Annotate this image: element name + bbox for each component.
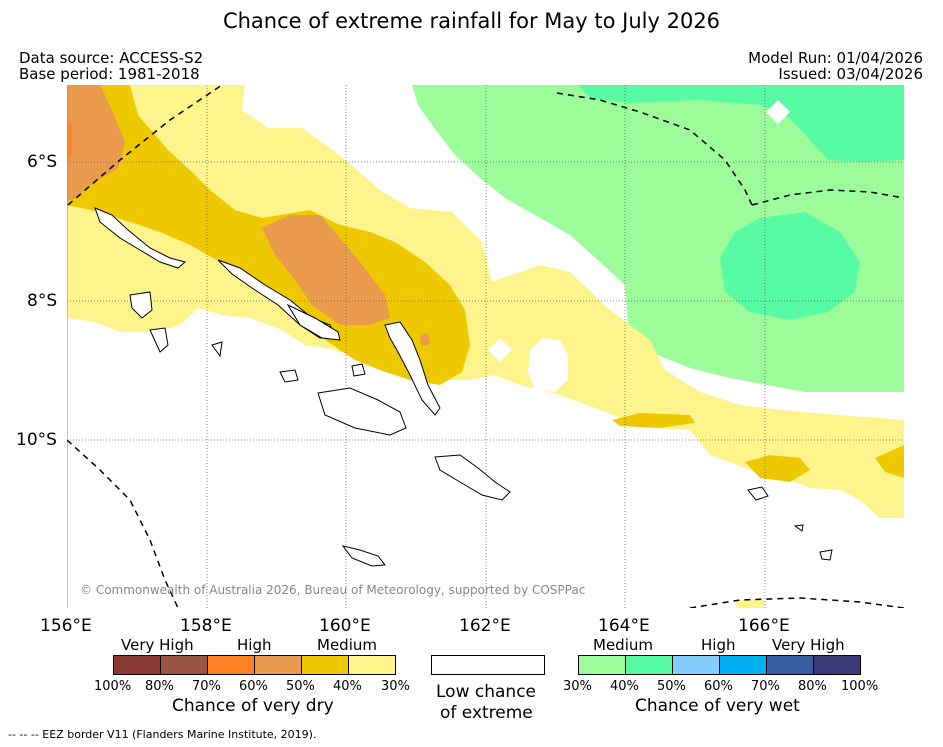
dry-tick-50: 50% [286, 679, 315, 694]
run-info: Model Run: 01/04/2026 Issued: 03/04/2026 [748, 50, 923, 82]
dry-very-high-label: Very High [121, 636, 194, 654]
wet-swatch-4 [719, 655, 767, 675]
dry-tick-40: 40% [333, 679, 362, 694]
bougainville-island [94, 207, 187, 269]
dry-very-high-edge [67, 120, 72, 160]
dry-swatch-6 [348, 655, 396, 675]
wet-tick-100: 100% [841, 679, 879, 694]
dry-legend-caption: Chance of very dry [172, 696, 334, 716]
dry-swatch-4 [254, 655, 302, 675]
wet-mint-region [578, 85, 904, 162]
model-run: Model Run: 01/04/2026 [748, 49, 923, 67]
guadalcanal-island [317, 387, 407, 436]
dry-high-speck [420, 333, 430, 346]
white-hole [766, 100, 790, 124]
dry-high-region-central [262, 215, 390, 325]
dry-gold-patch-east [745, 455, 810, 482]
graticule [67, 85, 904, 608]
dry-swatch-3 [207, 655, 255, 675]
white-hole-2 [488, 338, 512, 362]
eez-borders [67, 85, 904, 608]
issued-date: Issued: 03/04/2026 [778, 65, 923, 83]
dry-medium-band [67, 85, 904, 518]
dry-tick-80: 80% [145, 679, 174, 694]
small-island-4 [793, 524, 804, 532]
wet-swatch-2 [625, 655, 673, 675]
dry-swatch-2 [160, 655, 208, 675]
dry-high-region-west [67, 85, 125, 200]
wet-legend-caption: Chance of very wet [635, 696, 800, 716]
wet-tick-60: 60% [704, 679, 733, 694]
low-chance-caption-line2: of extreme [440, 703, 533, 723]
lat-label-10s: 10°S [16, 430, 57, 450]
wet-swatch-3 [672, 655, 720, 675]
wet-swatch-1 [578, 655, 626, 675]
wet-tick-40: 40% [610, 679, 639, 694]
small-island-5 [819, 549, 833, 561]
small-island-2 [351, 363, 366, 377]
dry-high-label: High [237, 636, 272, 654]
dry-tick-100: 100% [94, 679, 132, 694]
dry-medium-patch-bottom [736, 600, 764, 608]
dry-tick-30: 30% [381, 679, 410, 694]
makira-island [434, 454, 511, 501]
wet-high-label: High [701, 636, 736, 654]
wet-mint-region-2 [720, 212, 860, 320]
dry-tick-70: 70% [192, 679, 221, 694]
lon-label-160e: 160°E [319, 616, 371, 636]
low-chance-swatch [431, 655, 545, 675]
low-chance-caption-line1: Low chance [436, 682, 536, 702]
wet-medium-label: Medium [593, 636, 653, 654]
santa-cruz-island [747, 486, 769, 501]
santa-isabel-island [286, 303, 341, 341]
dry-swatch-5 [301, 655, 349, 675]
wet-swatch-5 [766, 655, 814, 675]
dry-tick-60: 60% [239, 679, 268, 694]
new-georgia-island [129, 291, 153, 319]
data-source: Data source: ACCESS-S2 [19, 49, 204, 67]
wet-tick-50: 50% [657, 679, 686, 694]
lat-label-6s: 6°S [27, 152, 58, 172]
rainfall-map: © Commonwealth of Australia 2026, Bureau… [67, 85, 904, 608]
wet-very-high-label: Very High [772, 636, 845, 654]
copyright-notice: © Commonwealth of Australia 2026, Bureau… [80, 583, 585, 597]
dry-medium-label: Medium [317, 636, 377, 654]
dry-gold-patch-edge [875, 445, 904, 478]
source-info: Data source: ACCESS-S2 Base period: 1981… [19, 50, 203, 82]
wet-tick-30: 30% [563, 679, 592, 694]
eez-footnote: -- -- -- EEZ border V11 (Flanders Marine… [8, 728, 317, 741]
malaita-island [384, 321, 441, 416]
small-island-3 [211, 341, 223, 358]
wet-tick-80: 80% [798, 679, 827, 694]
dry-swatch-1 [113, 655, 161, 675]
lon-label-158e: 158°E [180, 616, 232, 636]
lat-label-8s: 8°S [27, 291, 58, 311]
base-period: Base period: 1981-2018 [19, 65, 200, 83]
wet-swatch-6 [813, 655, 861, 675]
islands [94, 207, 833, 567]
wet-tick-70: 70% [751, 679, 780, 694]
lon-label-156e: 156°E [40, 616, 92, 636]
lon-label-166e: 166°E [738, 616, 790, 636]
lon-label-164e: 164°E [598, 616, 650, 636]
rennell-island [341, 545, 386, 567]
white-hole-3 [528, 338, 568, 392]
chart-title: Chance of extreme rainfall for May to Ju… [222, 9, 721, 33]
small-island-1 [279, 369, 299, 383]
kolombangara-island [149, 327, 169, 353]
lon-label-162e: 162°E [459, 616, 511, 636]
dry-gold-streak [612, 413, 695, 428]
